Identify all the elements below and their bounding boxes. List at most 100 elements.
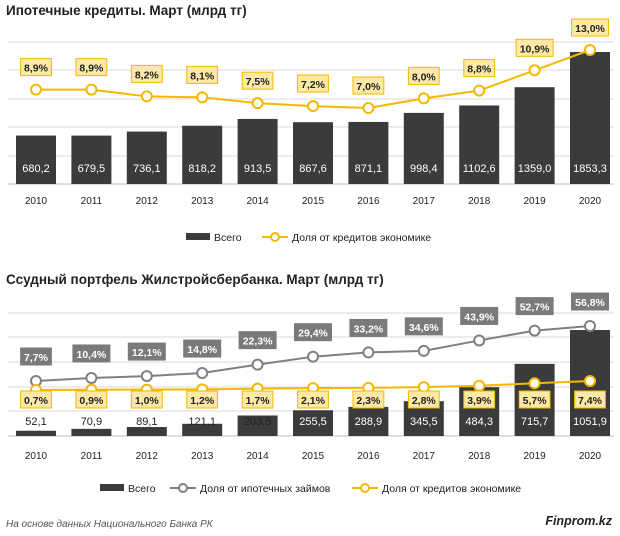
chart2-label-box-1-2012	[127, 342, 166, 361]
chart1-line-label-1-2012: 8,2%	[135, 69, 160, 81]
chart2-bar-2015	[293, 410, 333, 436]
chart2-line-label-2-2019: 5,7%	[523, 395, 548, 407]
chart2-x-tick-2013: 2013	[191, 451, 214, 462]
chart1-x-tick-2016: 2016	[357, 196, 380, 207]
chart2-legend-bar-label: Всего	[128, 483, 156, 495]
chart2-line-label-2-2017: 2,8%	[412, 395, 437, 407]
chart2-bar-label-2010: 52,1	[25, 416, 46, 428]
chart2-line-label-1-2020: 56,8%	[575, 297, 605, 309]
chart2-line-label-2-2016: 2,3%	[356, 395, 381, 407]
chart2-point-1-2016	[362, 346, 375, 359]
chart1-line-label-1-2020: 13,0%	[575, 23, 605, 35]
chart2-point-1-2017	[417, 344, 430, 357]
chart1-point-1-2012	[140, 90, 153, 103]
chart2-label-box-1-2017	[404, 317, 443, 336]
chart1-x-tick-2019: 2019	[523, 196, 546, 207]
chart2-bar-label-2014: 203,5	[244, 416, 272, 428]
chart2-bar-2013	[182, 423, 223, 436]
chart2-label-box-2-2015	[297, 390, 329, 409]
chart2-legend-line1-marker	[178, 483, 188, 493]
chart1-bar-2011	[71, 135, 112, 184]
chart1-bar-label-2011: 679,5	[78, 163, 106, 175]
chart2-label-box-1-2010	[20, 347, 52, 366]
chart1-bar-2014	[237, 118, 278, 184]
chart2-label-box-2-2014	[241, 390, 274, 409]
chart2-bar-2016	[348, 406, 389, 436]
chart1-x-tick-2011: 2011	[81, 196, 103, 207]
chart2-label-box-2-2013	[186, 390, 219, 409]
chart2-bar-2014	[237, 415, 278, 436]
source-note: На основе данных Национального Банка РК	[6, 519, 213, 530]
chart2-title: Ссудный портфель Жилстройсбербанка. Март…	[6, 272, 384, 287]
chart1-bar-label-2013: 818,2	[188, 163, 216, 175]
chart1-label-box-1-2012	[130, 64, 163, 83]
chart1-line-label-1-2015: 7,2%	[301, 79, 326, 91]
chart1-x-tick-2010: 2010	[25, 196, 48, 207]
chart2-label-box-2-2019	[518, 390, 551, 409]
chart2-point-1-2015	[307, 350, 319, 363]
chart1-line-label-1-2014: 7,5%	[246, 76, 271, 88]
chart1-label-box-1-2020	[571, 18, 609, 37]
chart1-legend-line-marker	[270, 232, 280, 242]
chart2-line-label-2-2015: 2,1%	[301, 395, 326, 407]
chart2-label-box-1-2016	[349, 318, 388, 337]
chart2-label-box-2-2017	[407, 390, 440, 409]
chart1-label-box-1-2015	[297, 74, 329, 93]
chart1-line-label-1-2010: 8,9%	[24, 63, 49, 75]
chart1-point-1-2014	[251, 97, 264, 110]
chart2-point-1-2014	[251, 358, 264, 371]
chart2-x-tick-2018: 2018	[468, 451, 491, 462]
chart2-line-label-1-2016: 33,2%	[354, 323, 384, 335]
chart2-point-1-2013	[196, 367, 209, 380]
chart2-legend-bar-swatch	[100, 484, 124, 491]
chart2-x-tick-2020: 2020	[579, 451, 602, 462]
chart2-line-label-1-2015: 29,4%	[298, 328, 328, 340]
chart1-bar-label-2019: 1359,0	[518, 163, 552, 175]
chart1-bar-2017	[403, 112, 444, 184]
chart2-x-tick-2019: 2019	[523, 451, 546, 462]
chart2-label-box-1-2015	[294, 323, 332, 342]
chart1-point-1-2020	[584, 44, 596, 56]
chart2-label-box-2-2011	[75, 390, 108, 409]
chart2-x-tick-2016: 2016	[357, 451, 380, 462]
chart2-legend-line2-label: Доля от кредитов экономике	[382, 483, 521, 495]
chart2-line-label-1-2011: 10,4%	[77, 349, 107, 361]
chart2-point-2-2018	[473, 379, 486, 392]
chart1-point-1-2013	[196, 91, 209, 104]
chart2-line-label-2-2013: 1,2%	[190, 395, 215, 407]
chart2-line-label-2-2010: 0,7%	[24, 395, 49, 407]
chart2-x-tick-2015: 2015	[302, 451, 325, 462]
chart1-x-tick-2013: 2013	[191, 196, 214, 207]
chart1-line-label-1-2016: 7,0%	[356, 81, 381, 93]
chart1-bar-2018	[459, 105, 500, 184]
chart2-bar-label-2020: 1051,9	[573, 416, 607, 428]
chart2-line-label-1-2012: 12,1%	[132, 347, 162, 359]
chart1-x-tick-2020: 2020	[579, 196, 602, 207]
chart2-bar-label-2019: 715,7	[521, 416, 549, 428]
chart1-bar-2020	[570, 52, 610, 184]
chart2-line-label-1-2014: 22,3%	[243, 336, 273, 348]
chart1-label-box-1-2011	[75, 58, 108, 77]
chart2-line-label-1-2017: 34,6%	[409, 322, 439, 334]
chart1-line-label-1-2013: 8,1%	[190, 70, 215, 82]
chart2-bar-label-2017: 345,5	[410, 416, 438, 428]
chart2-line-label-2-2011: 0,9%	[79, 395, 104, 407]
chart2-label-box-1-2019	[515, 297, 554, 316]
chart1-bar-label-2014: 913,5	[244, 163, 272, 175]
chart1-bar-label-2018: 1102,6	[463, 163, 496, 175]
chart1-bar-2012	[126, 131, 167, 184]
chart2-label-box-1-2014	[238, 331, 277, 350]
chart1-point-1-2016	[362, 102, 375, 114]
chart1-x-tick-2017: 2017	[413, 196, 436, 207]
chart2-bar-label-2018: 484,3	[465, 416, 493, 428]
chart1-bar-label-2010: 680,2	[22, 163, 50, 175]
chart1-point-1-2015	[307, 100, 319, 113]
chart2-x-tick-2014: 2014	[246, 451, 269, 462]
chart2-line-label-1-2018: 43,9%	[464, 311, 494, 323]
chart2-bar-label-2012: 89,1	[136, 416, 157, 428]
chart1-point-1-2011	[85, 83, 98, 96]
chart1-label-box-1-2014	[241, 71, 274, 90]
chart2-label-box-2-2018	[463, 390, 496, 409]
chart1-x-tick-2012: 2012	[136, 196, 159, 207]
